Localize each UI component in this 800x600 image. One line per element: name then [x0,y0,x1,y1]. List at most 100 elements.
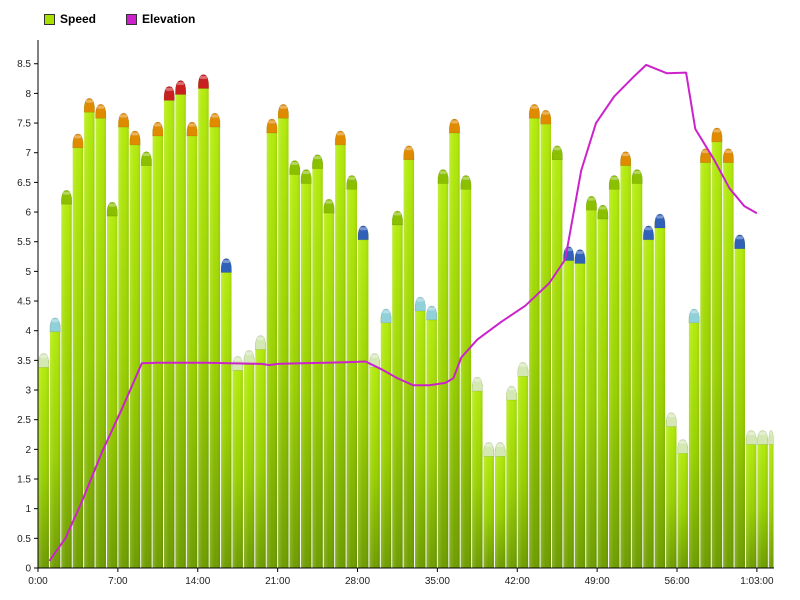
speed-bar-cap-highlight [736,236,744,240]
speed-bar [597,204,609,569]
speed-bar-shine [346,182,358,568]
speed-bar [209,112,221,568]
speed-bar [460,175,472,568]
speed-bar [232,356,244,568]
speed-bar-cap [734,234,746,250]
speed-bar-cap [688,308,700,324]
speed-bar-cap [152,121,164,137]
speed-bar-shine [186,128,198,568]
speed-bar-cap-highlight [336,132,345,136]
speed-bar [734,234,746,568]
speed-bar [414,296,426,568]
y-tick-label: 1.5 [17,475,31,486]
speed-bar-cap-highlight [165,87,173,91]
speed-bar-cap [357,225,369,241]
speed-bar [369,353,381,568]
speed-bar-shine [49,324,61,568]
x-tick-label: 21:00 [265,576,290,587]
speed-bar-shine [460,182,472,568]
speed-bar-cap-highlight [553,147,561,151]
speed-bar [312,154,324,568]
speed-bar-cap-highlight [690,310,698,314]
speed-bar-cap-highlight [188,123,196,127]
speed-bar-cap-highlight [747,431,755,435]
speed-bar-cap [551,145,563,161]
speed-bar [129,130,141,568]
speed-bar-cap [72,133,84,149]
speed-bar-shine [688,315,700,568]
speed-bar [574,249,586,568]
y-tick-label: 3.5 [17,356,31,367]
speed-bar-cap [494,442,506,457]
speed-bar-cap-highlight [416,298,424,302]
speed-bar-cap-highlight [587,197,596,201]
speed-bar-cap [403,145,415,161]
speed-bar-shine [620,158,631,569]
speed-bar [471,376,483,568]
speed-bar-shine [72,140,84,568]
speed-bar-cap-highlight [313,156,322,160]
speed-bar-cap-highlight [519,363,527,367]
speed-bar [711,127,723,569]
legend-item-elevation[interactable]: Elevation [126,12,195,26]
speed-bar-shine [118,120,129,568]
speed-bar-shine [723,155,734,568]
speed-bar-cap [391,210,403,226]
speed-bar-shine [358,232,369,568]
speed-bar-cap [642,225,654,241]
speed-bar-shine [666,419,677,568]
speed-bar-shine [106,209,118,568]
speed-bar-cap [768,430,774,445]
y-tick-label: 4 [25,326,31,337]
speed-bar [517,361,529,568]
legend-item-speed[interactable]: Speed [44,12,96,26]
speed-bar-cap [346,175,358,190]
speed-bar-cap-highlight [507,387,516,391]
speed-bar [426,305,438,568]
speed-bar-shine [152,128,164,568]
speed-bar-cap-highlight [359,227,367,231]
speed-bar-cap-highlight [758,431,767,435]
speed-bar-cap [608,175,620,190]
speed-bar-cap [61,189,73,205]
speed-bar-cap [175,80,187,95]
speed-bar-cap-highlight [701,150,710,154]
speed-bar [745,430,757,568]
speed-bar-cap-highlight [302,170,310,174]
speed-bar-shine [198,81,209,569]
speed-bar-cap [163,86,175,101]
speed-bar-cap [700,148,712,163]
speed-bar-cap [426,305,438,321]
speed-bar [334,130,346,568]
speed-bar-shine [551,152,563,568]
speed-bar-cap-highlight [405,147,413,151]
speed-bar-cap-highlight [542,111,550,115]
speed-bar [175,80,187,569]
chart-axes: 0 0.5 1 1.5 2 2.5 3 3.5 4 4.5 5 5.5 6 6.5 7 7.5 8 8.5 0:00… [17,40,774,587]
speed-bar-cap-highlight [724,150,733,154]
speed-bar-cap-highlight [462,176,470,180]
speed-bar [106,201,118,568]
speed-bar-shine [677,446,688,568]
speed-bar-shine [164,93,175,569]
speed-bar [266,118,278,569]
speed-bar-shine [529,111,540,568]
speed-bar-cap [631,169,643,184]
speed-bar-cap [414,296,426,312]
y-tick-label: 5 [25,267,31,278]
speed-bar-shine [654,220,666,568]
speed-bar [323,198,335,568]
x-tick-label: 14:00 [185,576,210,587]
speed-bar-cap-highlight [245,351,253,355]
speed-bar-cap-highlight [656,215,664,219]
speed-bar-cap-highlight [393,212,402,216]
speed-bar [220,258,232,568]
speed-bar-cap [289,160,301,175]
speed-bar-shine [745,437,757,568]
speed-bar [677,439,689,568]
speed-bar-cap-highlight [176,81,185,85]
speed-bar-cap-highlight [370,354,379,358]
speed-bar-cap-highlight [644,227,653,231]
speed-bar [300,169,312,568]
speed-bar [380,308,392,568]
